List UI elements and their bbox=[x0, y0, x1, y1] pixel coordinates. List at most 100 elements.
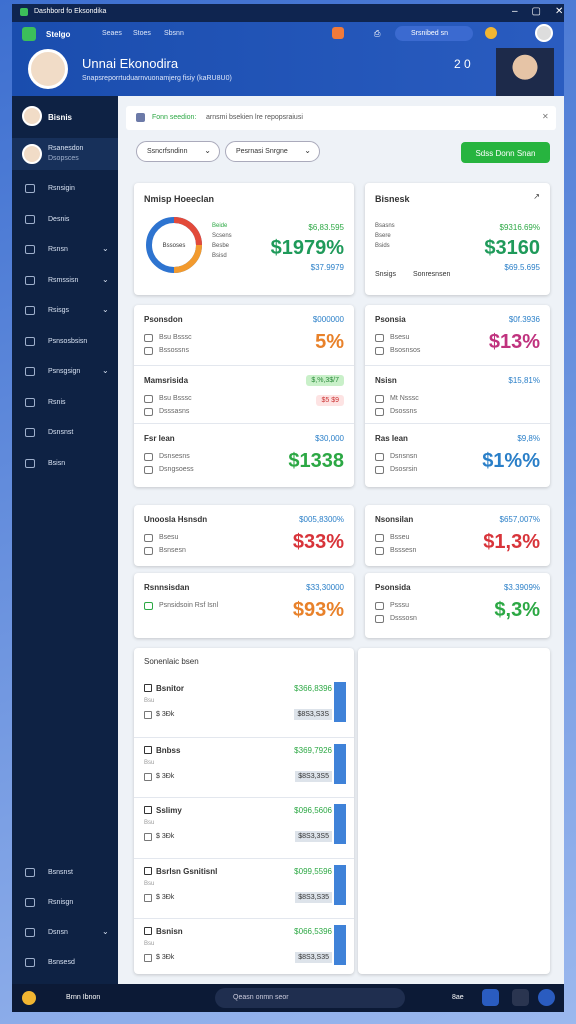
list-row[interactable]: Bsnitor $366,8396 Bsu $ 3Đk $8S3,S3S bbox=[134, 676, 354, 736]
row-icon bbox=[375, 347, 384, 355]
nav-label: Rsnisgn bbox=[48, 899, 74, 906]
list-meta: Bsu bbox=[144, 820, 155, 826]
nav-label: Rsmssisn bbox=[48, 276, 79, 284]
avatar[interactable] bbox=[535, 24, 553, 42]
panel-row: Ras Iean $9,8% $1%% Dsnsnsn Dsosrsin bbox=[365, 423, 550, 487]
action-button[interactable]: Sdss Donn Snan bbox=[461, 142, 550, 163]
start-icon[interactable] bbox=[22, 991, 36, 1005]
list-icon bbox=[144, 806, 152, 814]
nav-item[interactable]: Psnsgsign ⌄ bbox=[12, 362, 118, 382]
list-amount: $8S3,3S5 bbox=[295, 831, 332, 842]
nav-icon bbox=[25, 245, 35, 254]
nav-item[interactable]: Rsnsn ⌄ bbox=[12, 240, 118, 260]
row-big: 5% bbox=[315, 331, 344, 353]
nav-item[interactable]: Bsisn bbox=[12, 454, 118, 474]
nav-item[interactable]: Rsnisgn bbox=[12, 893, 118, 913]
row-title: Psonsida bbox=[375, 583, 411, 592]
nav-chevron: ⌄ bbox=[102, 305, 109, 314]
profile-avatar bbox=[22, 144, 42, 164]
list-row[interactable]: Sslimy $096,5606 Bsu $ 3Đk $8S3,3S5 bbox=[134, 797, 354, 857]
legend-item: Besbe bbox=[212, 243, 230, 249]
nav-icon bbox=[25, 397, 35, 407]
row-icon bbox=[144, 534, 153, 542]
row-icon bbox=[375, 408, 384, 416]
row-big: $1338 bbox=[288, 450, 344, 472]
list-bar bbox=[334, 925, 346, 965]
nav-item[interactable]: Rsnis bbox=[12, 393, 118, 413]
list-icon bbox=[144, 684, 152, 692]
row-icon bbox=[144, 602, 153, 610]
taskbar-app[interactable] bbox=[482, 989, 499, 1006]
panel: Psonsdon $000000 5% Bsu Bsssc Bssossns Mamsri… bbox=[134, 305, 354, 487]
nav-icon bbox=[25, 306, 35, 315]
nav-item[interactable]: Bsnsnst bbox=[12, 863, 118, 883]
list-meta: Bsu bbox=[144, 698, 155, 704]
summary-card: Bisnesk ↗ $9316.69% $3160 $69.5.695 Snsi… bbox=[365, 183, 550, 295]
list-amount: $8S3,S35 bbox=[295, 952, 332, 963]
legend-item: Bsasns bbox=[375, 223, 395, 229]
notice-close[interactable]: ✕ bbox=[542, 112, 549, 121]
profile-photo bbox=[28, 49, 68, 89]
legend-item: Bsids bbox=[375, 243, 390, 249]
list-value: $366,8396 bbox=[294, 684, 332, 693]
list-code-icon bbox=[144, 833, 152, 841]
taskbar-app[interactable] bbox=[512, 989, 529, 1006]
taskbar-app[interactable] bbox=[538, 989, 555, 1006]
row-value: $30,000 bbox=[315, 434, 344, 443]
card-menu[interactable]: ↗ bbox=[533, 192, 540, 201]
nav-item[interactable]: Bsnsesd bbox=[12, 953, 118, 973]
tab[interactable]: Stoes bbox=[133, 30, 151, 37]
nav-item[interactable]: Rsmssisn ⌄ bbox=[12, 271, 118, 291]
row-big: $1,3% bbox=[483, 531, 540, 553]
nav-item[interactable]: Dsnsn ⌄ bbox=[12, 923, 118, 943]
nav-item[interactable]: Rsisgs ⌄ bbox=[12, 301, 118, 321]
list-row[interactable]: Bnbss $369,7926 Bsu $ 3Đk $8S3,3S5 bbox=[134, 736, 354, 797]
user-name: Bisnis bbox=[48, 113, 73, 122]
page-title: Unnai Ekonodira bbox=[82, 56, 179, 71]
empty-panel bbox=[358, 648, 550, 974]
list-icon bbox=[144, 745, 152, 754]
window-controls[interactable]: –▢✕ bbox=[512, 6, 576, 17]
nav-icon bbox=[25, 214, 35, 224]
list-value: $096,5606 bbox=[294, 806, 332, 815]
card-title: Bisnesk bbox=[375, 194, 410, 204]
print-icon[interactable]: ⎙ bbox=[374, 29, 381, 38]
panel-row: Psonsia $0f.3936 $13% Bsesu Bsosnsos bbox=[365, 305, 550, 365]
nav-icon bbox=[25, 928, 35, 937]
taskbar-search[interactable]: Qeasn onmn seor bbox=[215, 988, 405, 1008]
row-icon bbox=[375, 395, 384, 403]
card-footer: Snsigs bbox=[375, 271, 397, 278]
row-title: Nsonsilan bbox=[375, 515, 414, 524]
panel-row: Nsonsilan $657,007% $1,3% Bsseu Bsssesn bbox=[365, 505, 550, 566]
row-line: Bsosnsos bbox=[390, 347, 421, 354]
notice-icon bbox=[136, 113, 145, 122]
tab[interactable]: Seaes bbox=[102, 30, 122, 37]
list-row[interactable]: Bsrlsn Gsnitisnl $099,5596 Bsu $ 3Đk $8S3,S3… bbox=[134, 857, 354, 918]
list-value: $369,7926 bbox=[294, 745, 332, 755]
card-value: $6,83.595 bbox=[308, 223, 344, 232]
notification[interactable] bbox=[332, 27, 344, 39]
nav-item[interactable]: Desnis bbox=[12, 210, 118, 230]
profile-row[interactable]: Rsanesdon Dsopsces bbox=[12, 138, 118, 170]
panel: Rsnnsisdan $33,30000 $93% Psnsidsoin Rsf Is… bbox=[134, 573, 354, 638]
nav-item[interactable]: Psnsosbsisn bbox=[12, 332, 118, 352]
tab[interactable]: Sbsnn bbox=[164, 30, 184, 37]
nav-chevron: ⌄ bbox=[102, 366, 109, 375]
row-line: Bsssesn bbox=[390, 547, 417, 554]
row-line: Dsssosn bbox=[390, 615, 417, 622]
list-bar bbox=[334, 804, 346, 844]
row-title: Mamsrisida bbox=[144, 376, 189, 385]
filter-dropdown[interactable]: Ssncrfsndinn ⌄ bbox=[136, 141, 220, 162]
filter-dropdown[interactable]: Pesrnasi Snrgne ⌄ bbox=[225, 141, 320, 162]
nav-item[interactable]: Rsnsigin bbox=[12, 179, 118, 199]
nav-label: Rsnsn bbox=[48, 246, 68, 253]
panel-row: Nsisn $15,81% Mt Nsssc Dsossns bbox=[365, 365, 550, 423]
nav-item[interactable]: Dsnsnst bbox=[12, 423, 118, 443]
status-icon[interactable] bbox=[485, 27, 497, 39]
panel: Nsonsilan $657,007% $1,3% Bsseu Bsssesn bbox=[365, 505, 550, 566]
panel-row: Rsnnsisdan $33,30000 $93% Psnsidsoin Rsf Is… bbox=[134, 573, 354, 638]
list-row[interactable]: Bsnisn $066,5396 Bsu $ 3Đk $8S3,S35 bbox=[134, 918, 354, 978]
search-box[interactable]: Srsnibed sn bbox=[395, 26, 473, 41]
card-sub: $69.5.695 bbox=[504, 263, 540, 272]
donut-segment bbox=[173, 217, 202, 246]
